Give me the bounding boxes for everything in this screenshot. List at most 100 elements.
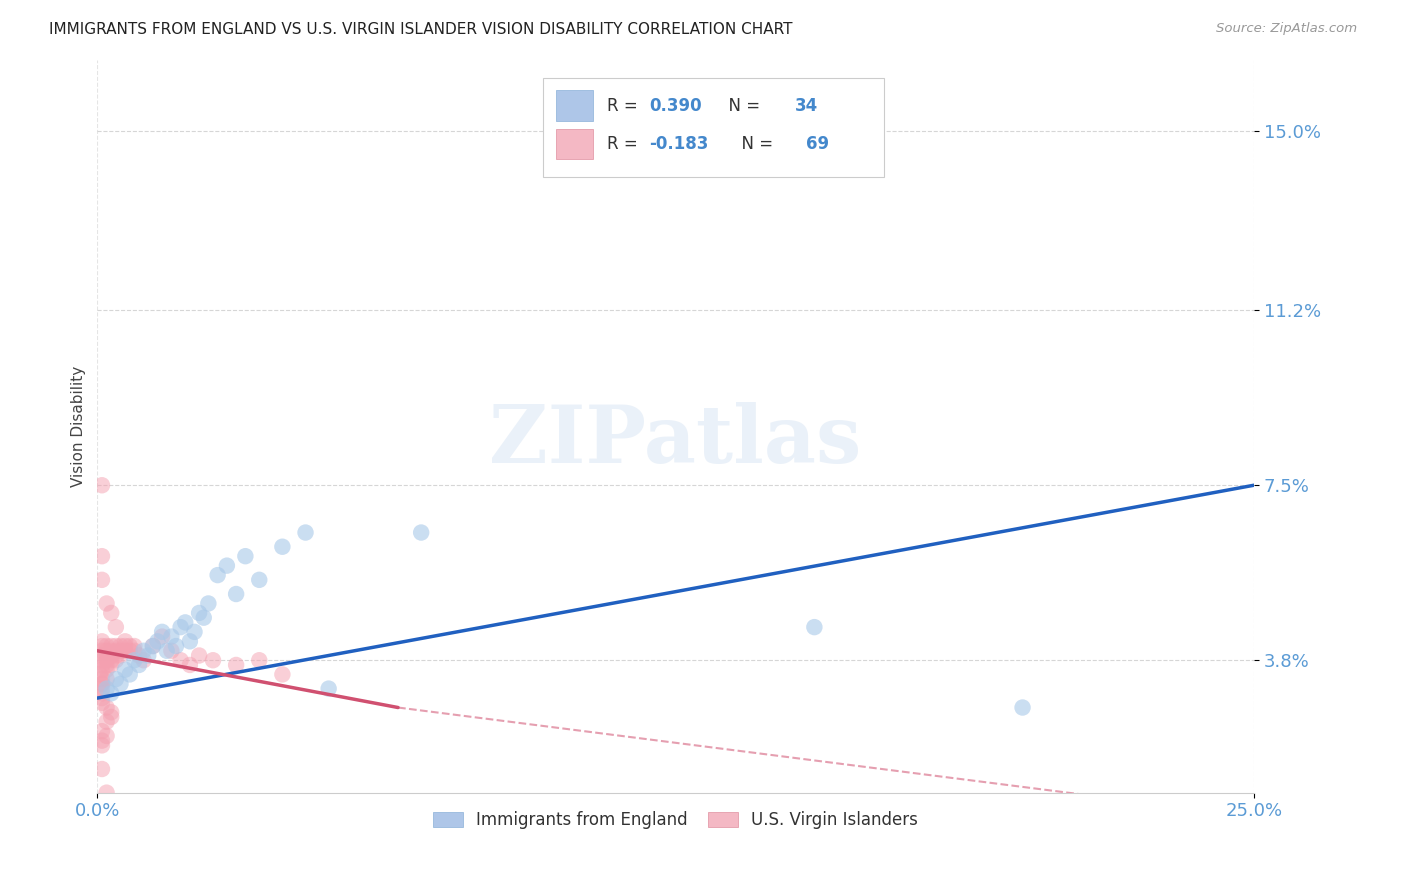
- Point: [91, 762, 114, 776]
- Point: [294, 525, 316, 540]
- Text: IMMIGRANTS FROM ENGLAND VS U.S. VIRGIN ISLANDER VISION DISABILITY CORRELATION CH: IMMIGRANTS FROM ENGLAND VS U.S. VIRGIN I…: [49, 22, 793, 37]
- Point: [128, 657, 150, 672]
- Point: [91, 681, 114, 696]
- Point: [124, 639, 146, 653]
- Point: [100, 648, 122, 663]
- Point: [91, 639, 114, 653]
- Point: [165, 639, 187, 653]
- FancyBboxPatch shape: [543, 78, 884, 177]
- Point: [215, 558, 238, 573]
- Point: [114, 644, 136, 658]
- Point: [197, 597, 219, 611]
- Point: [169, 620, 191, 634]
- Point: [96, 644, 118, 658]
- Point: [156, 644, 179, 658]
- Point: [179, 657, 201, 672]
- Point: [91, 672, 114, 686]
- Point: [104, 620, 127, 634]
- Point: [110, 648, 132, 663]
- Text: R =: R =: [607, 97, 644, 115]
- Point: [247, 573, 270, 587]
- Point: [803, 620, 825, 634]
- Point: [91, 696, 114, 710]
- Point: [96, 681, 118, 696]
- Point: [91, 657, 114, 672]
- Text: 0.390: 0.390: [650, 97, 702, 115]
- Point: [150, 630, 173, 644]
- Point: [271, 540, 294, 554]
- Point: [179, 634, 201, 648]
- Point: [96, 657, 118, 672]
- Text: -0.183: -0.183: [650, 135, 709, 153]
- Point: [188, 648, 211, 663]
- Point: [136, 648, 159, 663]
- Point: [150, 624, 173, 639]
- Text: 69: 69: [806, 135, 830, 153]
- Point: [183, 624, 205, 639]
- Point: [124, 644, 146, 658]
- Point: [91, 739, 114, 753]
- Point: [100, 686, 122, 700]
- Point: [411, 525, 433, 540]
- Point: [96, 714, 118, 729]
- Text: ZIPatlas: ZIPatlas: [489, 401, 862, 480]
- Point: [104, 639, 127, 653]
- Point: [118, 667, 141, 681]
- Point: [169, 653, 191, 667]
- Point: [100, 710, 122, 724]
- Bar: [557, 90, 593, 121]
- Point: [225, 657, 247, 672]
- Point: [96, 663, 118, 677]
- Point: [132, 644, 155, 658]
- Text: R =: R =: [607, 135, 644, 153]
- Point: [96, 672, 118, 686]
- Point: [91, 733, 114, 747]
- Point: [118, 639, 141, 653]
- Point: [118, 644, 141, 658]
- Point: [91, 663, 114, 677]
- Point: [104, 648, 127, 663]
- Point: [160, 644, 183, 658]
- Point: [160, 630, 183, 644]
- Point: [146, 634, 169, 648]
- Point: [96, 639, 118, 653]
- Point: [96, 700, 118, 714]
- Point: [124, 653, 146, 667]
- Point: [91, 573, 114, 587]
- Point: [188, 606, 211, 620]
- Point: [96, 786, 118, 800]
- Point: [1011, 700, 1033, 714]
- Point: [142, 639, 165, 653]
- Point: [91, 653, 114, 667]
- Point: [100, 653, 122, 667]
- Point: [114, 634, 136, 648]
- Point: [271, 667, 294, 681]
- Text: N =: N =: [718, 97, 766, 115]
- Point: [193, 610, 215, 624]
- Point: [96, 597, 118, 611]
- Point: [110, 677, 132, 691]
- Point: [91, 549, 114, 564]
- Point: [91, 686, 114, 700]
- Point: [91, 478, 114, 492]
- Point: [96, 653, 118, 667]
- Point: [235, 549, 257, 564]
- Point: [104, 644, 127, 658]
- Point: [91, 648, 114, 663]
- Point: [247, 653, 270, 667]
- Point: [100, 644, 122, 658]
- Point: [104, 672, 127, 686]
- Point: [91, 677, 114, 691]
- Bar: [557, 128, 593, 160]
- Point: [318, 681, 340, 696]
- Point: [100, 705, 122, 719]
- Point: [104, 653, 127, 667]
- Point: [96, 648, 118, 663]
- Point: [225, 587, 247, 601]
- Point: [100, 606, 122, 620]
- Y-axis label: Vision Disability: Vision Disability: [72, 366, 86, 487]
- Point: [128, 648, 150, 663]
- Text: N =: N =: [731, 135, 779, 153]
- Text: 34: 34: [794, 97, 818, 115]
- Point: [100, 657, 122, 672]
